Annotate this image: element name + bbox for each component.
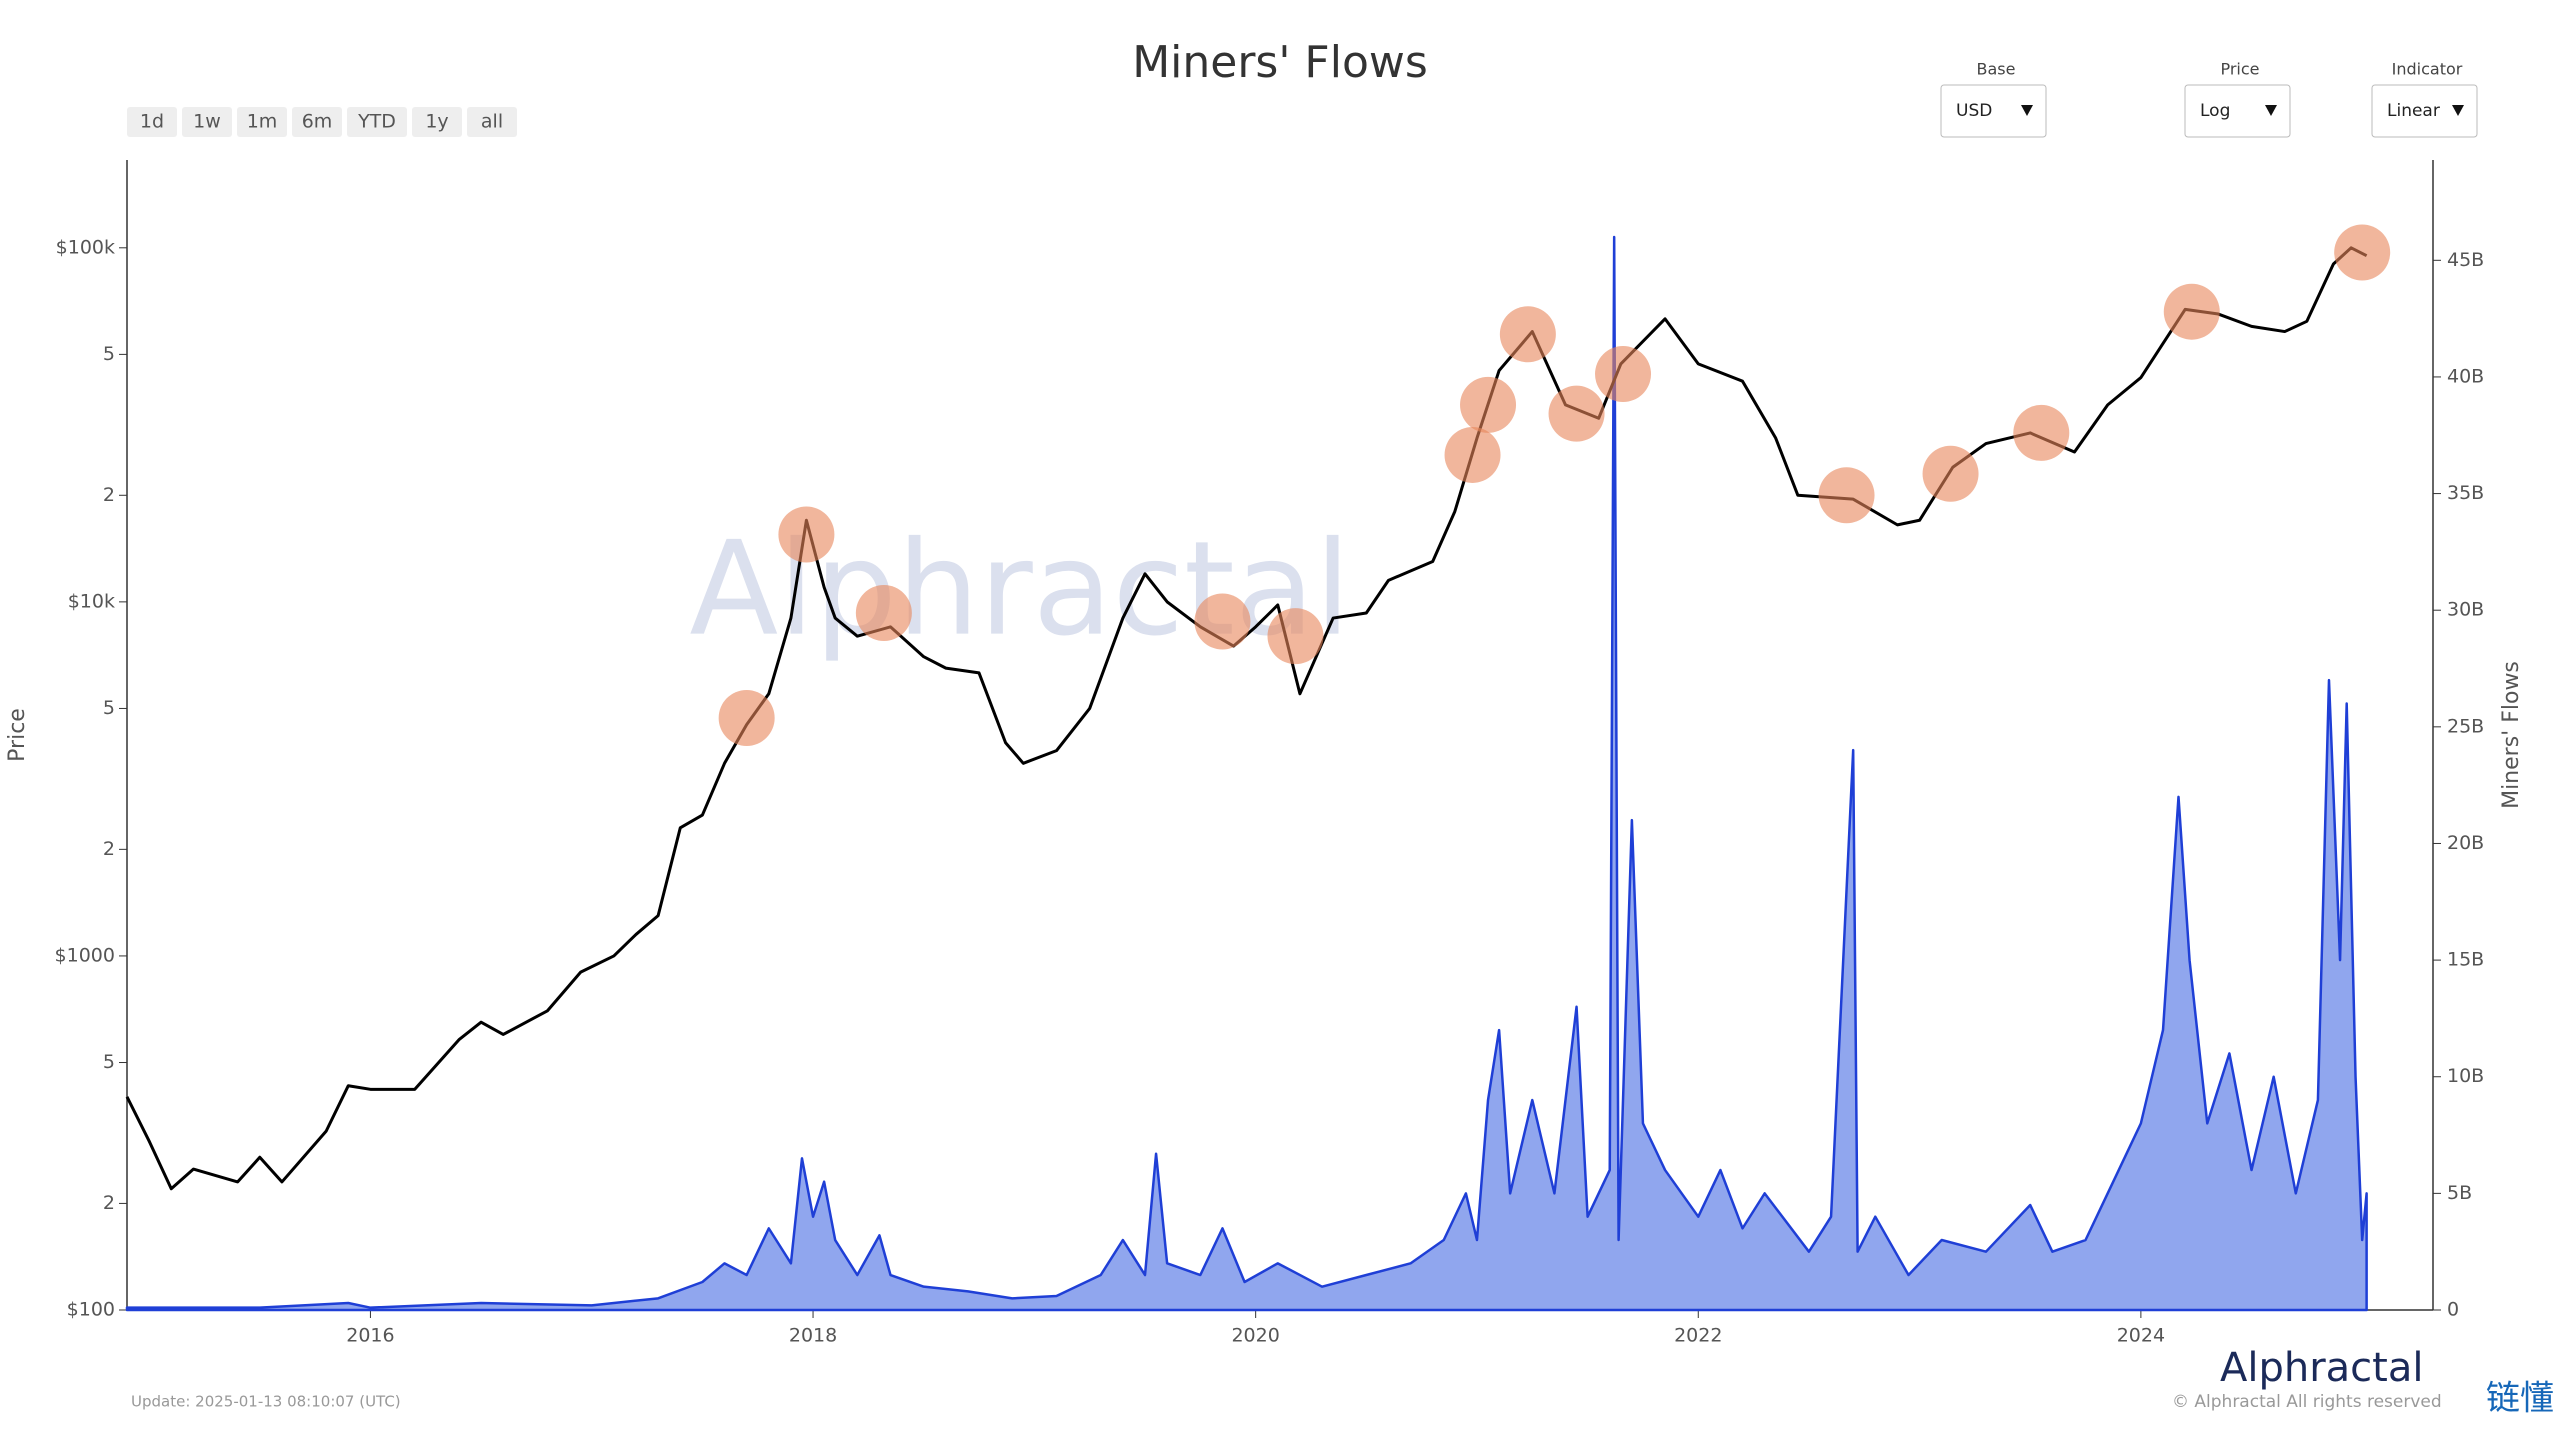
highlight [855, 585, 912, 642]
highlight [1267, 608, 1324, 665]
y2-tick-label: 15B [2447, 949, 2484, 971]
dropdown[interactable] [2184, 84, 2291, 138]
range-button-label[interactable]: YTD [357, 111, 396, 133]
dropdown-arrow[interactable] [2021, 105, 2033, 116]
range-button-label[interactable]: 1d [140, 111, 164, 133]
y-axis-label: Price [5, 708, 30, 762]
range-button[interactable] [182, 107, 232, 137]
y-tick-label: 5 [103, 343, 115, 365]
y-tick-label: 2 [103, 1192, 115, 1214]
y-tick-label: 2 [103, 484, 115, 506]
update-time: Update: 2025-01-13 08:10:07 (UTC) [131, 1393, 401, 1411]
dropdown-arrow[interactable] [2452, 105, 2464, 116]
y-tick-label: $100k [56, 236, 115, 258]
y-tick-label: $100 [67, 1299, 115, 1321]
y2-axis-label: Miners' Flows [2499, 661, 2524, 809]
dropdown-value[interactable]: Log [2200, 101, 2230, 121]
highlight [1595, 346, 1652, 403]
dropdown[interactable] [1940, 84, 2047, 138]
y2-tick-label: 10B [2447, 1065, 2484, 1087]
highlight [2163, 283, 2220, 340]
x-tick-label: 2022 [1674, 1325, 1722, 1347]
y-tick-label: 5 [103, 697, 115, 719]
range-button-label[interactable]: 1y [425, 111, 448, 133]
y2-tick-label: 20B [2447, 832, 2484, 854]
highlight [1922, 445, 1979, 502]
dropdown[interactable] [2371, 84, 2478, 138]
range-button[interactable] [347, 107, 407, 137]
badge: 链懂 [2486, 1379, 2554, 1419]
y-tick-label: $1000 [55, 944, 115, 966]
logo: Alphractal [2220, 1345, 2423, 1391]
highlight [718, 689, 775, 746]
range-button[interactable] [467, 107, 517, 137]
highlight [2013, 404, 2070, 461]
range-button-label[interactable]: 1m [247, 111, 278, 133]
flow-area [125, 235, 2368, 1312]
x-tick-label: 2016 [346, 1325, 394, 1347]
y2-tick-label: 30B [2447, 599, 2484, 621]
range-button[interactable] [412, 107, 462, 137]
range-button-label[interactable]: all [481, 111, 503, 133]
y2-tick-label: 35B [2447, 482, 2484, 504]
highlight [2334, 224, 2391, 281]
highlight [1444, 426, 1501, 483]
range-button-label[interactable]: 1w [193, 111, 221, 133]
y-tick-label: 5 [103, 1051, 115, 1073]
copyright: © Alphractal All rights reserved [2172, 1392, 2442, 1412]
x-tick-label: 2020 [1231, 1325, 1279, 1347]
chart-title: Miners' Flows [1132, 37, 1428, 88]
highlight [778, 506, 835, 563]
control-label: Base [1977, 60, 2016, 79]
highlight [1194, 593, 1251, 650]
range-button-label[interactable]: 6m [302, 111, 333, 133]
control-label: Indicator [2392, 60, 2463, 79]
highlight [1499, 306, 1556, 363]
dropdown-value[interactable]: Linear [2387, 101, 2440, 121]
highlight [1460, 376, 1517, 433]
range-button[interactable] [237, 107, 287, 137]
y-tick-label: $10k [68, 590, 115, 612]
x-tick-label: 2018 [789, 1325, 837, 1347]
price-line [125, 246, 2368, 1191]
dropdown-arrow[interactable] [2265, 105, 2277, 116]
y2-tick-label: 0 [2447, 1299, 2459, 1321]
range-button[interactable] [127, 107, 177, 137]
x-tick-label: 2024 [2117, 1325, 2165, 1347]
y2-tick-label: 25B [2447, 715, 2484, 737]
y2-tick-label: 45B [2447, 249, 2484, 271]
highlight [1548, 385, 1605, 442]
control-label: Price [2220, 60, 2259, 79]
y2-tick-label: 5B [2447, 1182, 2472, 1204]
y2-tick-label: 40B [2447, 365, 2484, 387]
dropdown-value[interactable]: USD [1956, 101, 1992, 121]
highlight [1818, 467, 1875, 524]
y-tick-label: 2 [103, 838, 115, 860]
range-button[interactable] [292, 107, 342, 137]
